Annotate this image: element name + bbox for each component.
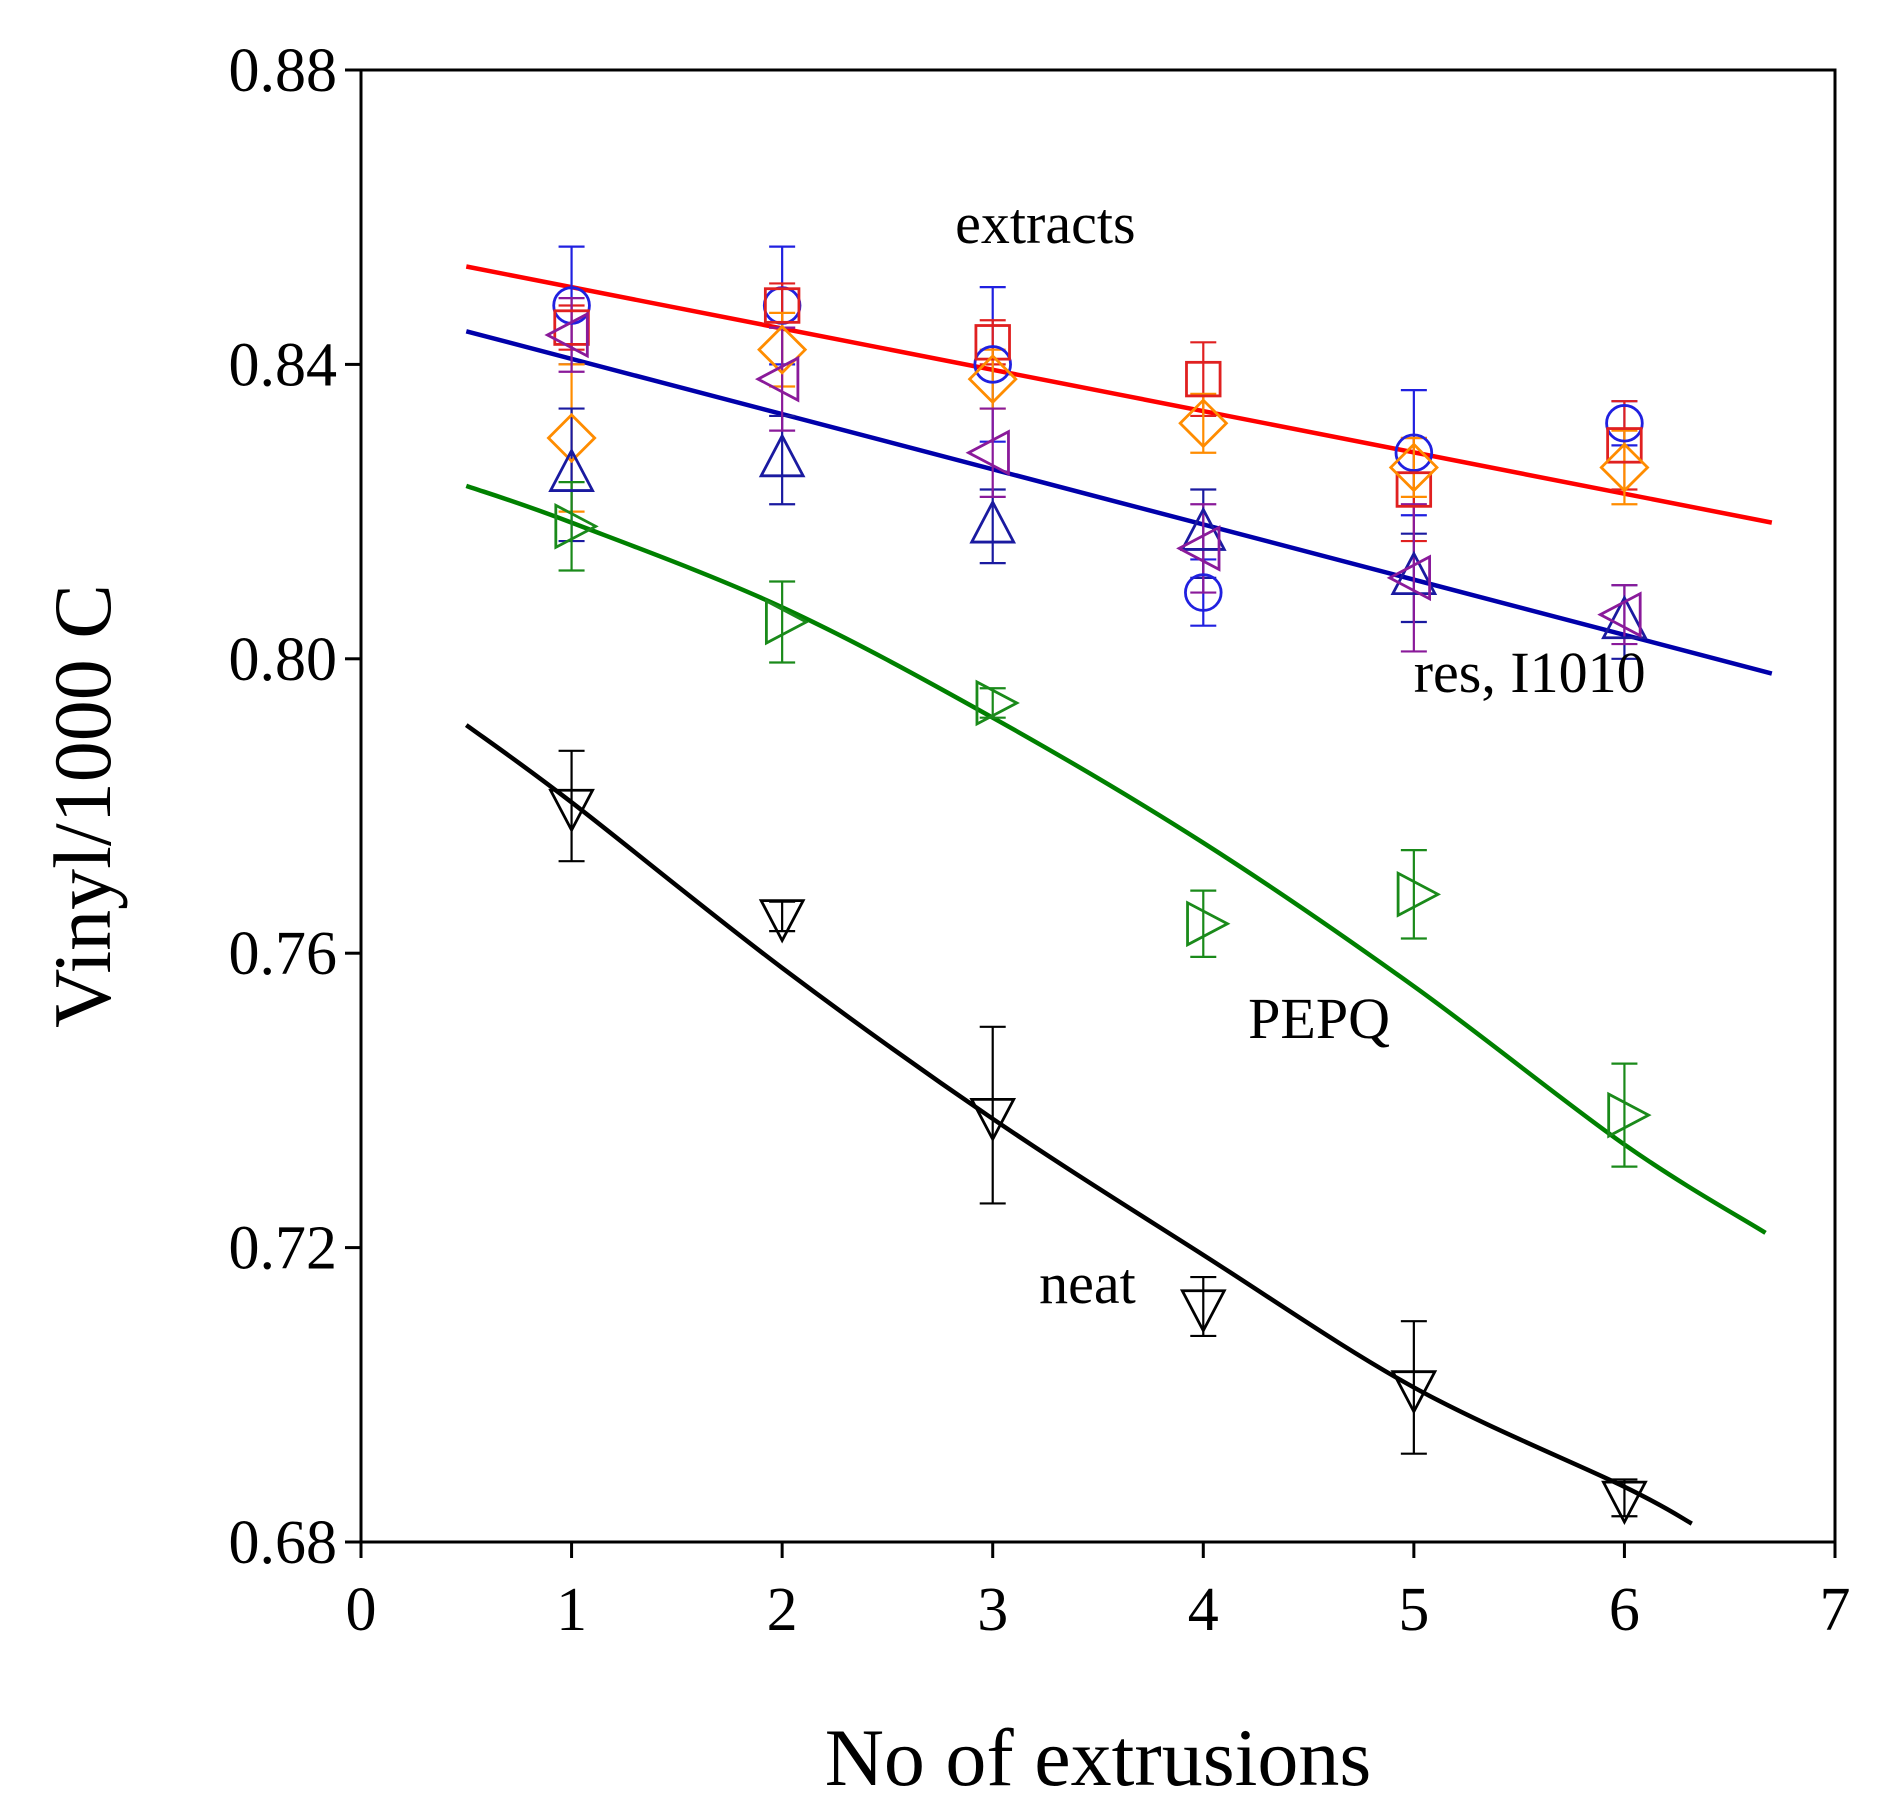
x-tick-label-3: 3 [977,1576,1008,1644]
marker-circle-3 [1184,573,1223,612]
marker-triangle-down-3 [1179,1289,1227,1334]
error-bar-triangle-left-4 [1400,503,1427,653]
marker-triangle-up-1 [758,432,806,478]
y-tick-label-0.88: 0.88 [229,37,338,105]
x-tick-label-7: 7 [1820,1576,1851,1644]
y-tick-label-0.80: 0.80 [229,626,338,694]
marker-diamond-5 [1599,442,1650,493]
x-tick-label-0: 0 [346,1576,377,1644]
error-bar-triangle-down-0 [558,749,585,863]
annotation-3: neat [1039,1251,1136,1316]
error-bar-triangle-down-5 [1611,1478,1638,1518]
marker-triangle-down-5 [1601,1480,1648,1525]
fit-line-3 [464,723,1693,1526]
error-bar-triangle-right-2 [979,687,1006,719]
error-bar-triangle-right-5 [1611,1062,1638,1168]
marker-triangle-up-4 [1390,550,1438,595]
marker-triangle-left-2 [965,429,1010,477]
error-bars [558,245,1638,1518]
marker-diamond-0 [546,412,597,464]
y-tick-label-0.72: 0.72 [229,1215,338,1283]
marker-square-3 [1185,360,1222,398]
error-bar-triangle-down-1 [769,900,796,933]
y-axis-ticks: 0.68 0.72 0.76 0.80 0.84 0.88 [229,37,361,1577]
y-tick-label-0.76: 0.76 [229,920,338,988]
fit-line-0 [465,264,1773,525]
annotation-2: PEPQ [1248,986,1390,1051]
x-tick-label-4: 4 [1188,1576,1219,1644]
marker-diamond-2 [967,354,1018,405]
marker-triangle-left-4 [1386,554,1432,602]
marker-diamond-3 [1178,398,1229,449]
error-bar-triangle-right-3 [1190,889,1217,958]
marker-triangle-left-3 [1176,525,1221,572]
marker-triangle-right-1 [764,598,810,646]
y-tick-label-0.68: 0.68 [229,1509,338,1577]
error-bar-triangle-right-4 [1400,849,1427,940]
marker-square-2 [974,324,1011,361]
marker-triangle-down-4 [1390,1370,1438,1415]
marker-triangle-up-2 [969,499,1017,544]
marker-triangle-left-5 [1597,591,1642,638]
x-axis-ticks: 0 1 2 3 4 5 6 7 [346,1542,1851,1644]
marker-triangle-right-0 [554,503,599,550]
annotation-0: extracts [955,191,1135,256]
marker-triangle-right-2 [975,679,1020,727]
marker-circle-4 [1394,433,1434,472]
marker-triangle-right-5 [1607,1091,1652,1139]
marker-diamond-4 [1388,442,1439,493]
x-tick-label-2: 2 [767,1576,798,1644]
marker-circle-2 [973,345,1012,384]
y-axis-title: Vinyl/1000 C [37,584,128,1028]
x-tick-label-1: 1 [556,1576,587,1644]
error-bar-triangle-down-2 [979,1025,1006,1205]
marker-circle-5 [1605,404,1644,443]
marker-triangle-down-2 [969,1097,1017,1143]
marker-square-5 [1606,427,1643,464]
y-tick-label-0.84: 0.84 [229,331,338,399]
plot-frame [359,68,1837,1544]
x-tick-label-6: 6 [1609,1576,1640,1644]
marker-square-1 [763,287,801,324]
series-annotations: extracts res, I1010 PEPQ neat [955,191,1645,1316]
error-bar-diamond-3 [1190,392,1217,454]
marker-triangle-right-4 [1396,871,1442,918]
error-bar-triangle-down-3 [1190,1275,1217,1338]
error-bar-triangle-down-4 [1400,1320,1427,1455]
marker-triangle-up-5 [1601,594,1648,640]
x-axis-title: No of extrusions [825,1712,1372,1803]
x-tick-label-5: 5 [1398,1576,1429,1644]
fit-line-2 [465,483,1767,1235]
marker-triangle-right-3 [1186,900,1231,948]
marker-triangle-left-0 [544,311,589,359]
fit-line-1 [465,329,1773,676]
marker-triangle-left-1 [754,355,800,403]
marker-diamond-1 [757,324,808,375]
marker-triangle-up-0 [548,447,595,492]
marker-triangle-down-0 [548,788,595,834]
error-bar-triangle-left-2 [979,407,1006,498]
error-bar-triangle-right-1 [769,580,796,664]
error-bar-triangle-right-0 [558,481,585,572]
annotation-1: res, I1010 [1414,640,1646,705]
data-markers [544,286,1652,1525]
marker-square-4 [1395,471,1433,508]
marker-triangle-down-1 [758,899,806,944]
fit-lines [464,264,1773,1526]
